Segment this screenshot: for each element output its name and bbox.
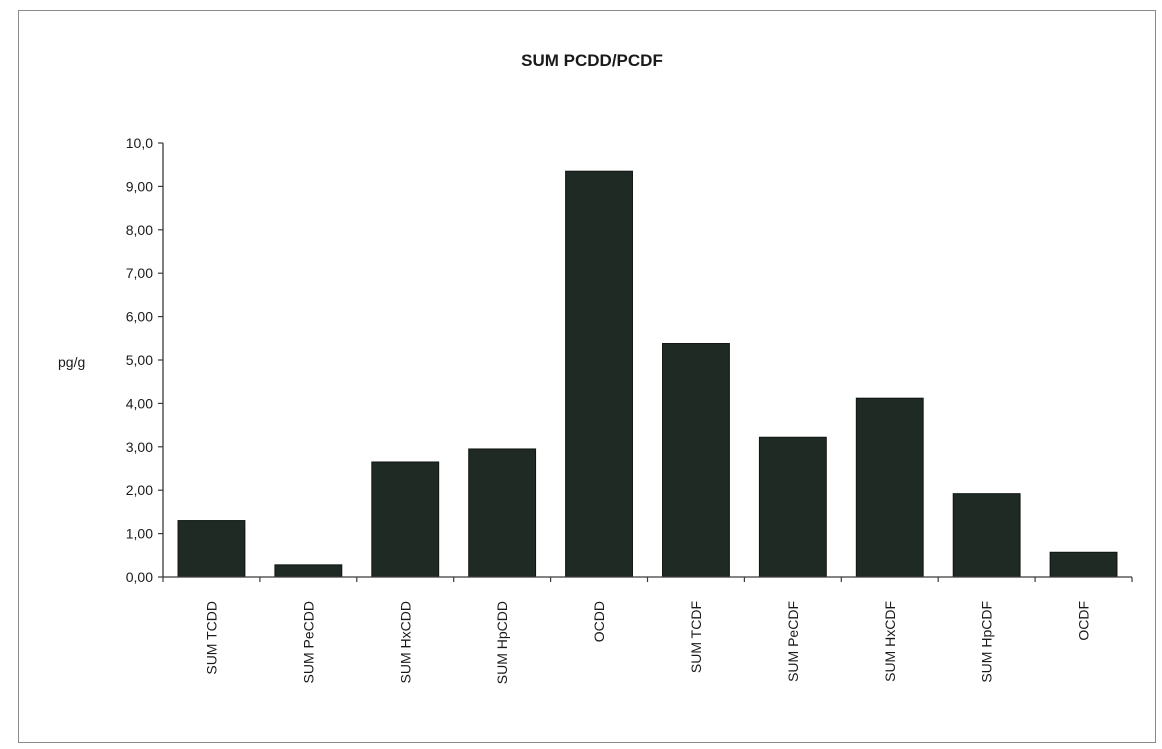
- y-tick-label: 9,00: [126, 178, 153, 194]
- y-axis-label: pg/g: [58, 354, 85, 370]
- bar: [952, 493, 1021, 578]
- bar: [662, 343, 730, 578]
- bar: [177, 520, 246, 578]
- chart-title: SUM PCDD/PCDF: [521, 51, 663, 70]
- y-tick-label: 2,00: [126, 482, 153, 498]
- y-tick-label: 5,00: [126, 352, 153, 368]
- y-tick-label: 6,00: [126, 309, 153, 325]
- bars-group: [177, 170, 1118, 578]
- x-category-label: SUM PeCDD: [300, 601, 316, 683]
- y-tick-label: 10,0: [126, 135, 153, 151]
- x-category-label: SUM HpCDD: [494, 601, 510, 684]
- bar: [1049, 551, 1118, 578]
- y-tick-label: 0,00: [126, 569, 153, 585]
- y-tick-label: 1,00: [126, 526, 153, 542]
- y-tick-label: 8,00: [126, 222, 153, 238]
- bar: [855, 397, 924, 578]
- x-category-label: SUM PeCDF: [785, 601, 801, 682]
- y-tick-label: 4,00: [126, 395, 153, 411]
- y-tick-label: 7,00: [126, 265, 153, 281]
- x-category-label: OCDF: [1076, 601, 1092, 641]
- bar: [565, 170, 633, 578]
- x-axis: SUM TCDD SUM PeCDD SUM HxCDD SUM HpCDD OCDD S…: [162, 576, 1133, 684]
- y-tick-label: 3,00: [126, 439, 153, 455]
- x-category-label: SUM HxCDD: [397, 601, 413, 683]
- x-category-label: SUM HpCDF: [979, 601, 995, 683]
- x-category-label: OCDD: [591, 601, 607, 642]
- y-axis: 0,00 1,00 2,00 3,00 4,00 5,00 6,00 7,00 8,00 9,00…: [126, 135, 164, 585]
- x-category-label: SUM TCDF: [688, 601, 704, 673]
- x-category-label: SUM TCDD: [203, 601, 219, 675]
- bar: [371, 461, 440, 578]
- bar: [758, 436, 827, 578]
- bar: [274, 564, 343, 578]
- x-category-label: SUM HxCDF: [882, 601, 898, 682]
- bar: [468, 448, 537, 578]
